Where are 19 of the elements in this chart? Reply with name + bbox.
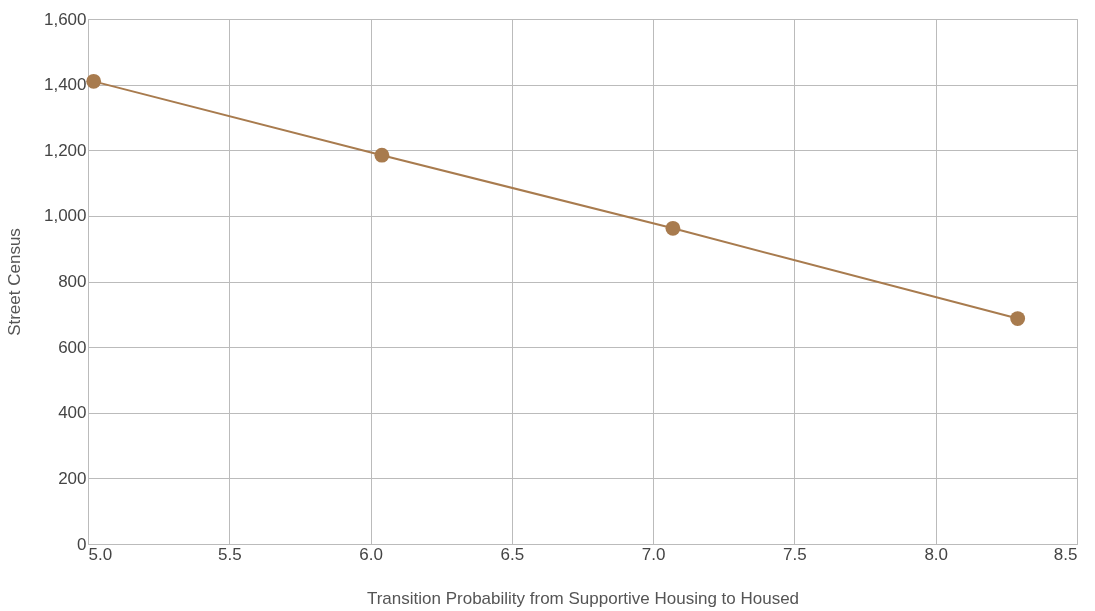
x-tick-label: 5.5 <box>217 544 242 564</box>
y-tick-label: 200 <box>58 468 87 488</box>
y-tick-label: 1,000 <box>43 206 87 226</box>
y-tick-label: 1,600 <box>43 9 87 29</box>
x-tick-label: 5.0 <box>88 544 113 564</box>
y-tick-label: 1,400 <box>43 75 87 95</box>
y-tick-label: 600 <box>58 337 87 357</box>
y-tick-label: 1,200 <box>43 140 87 160</box>
x-tick-label: 6.0 <box>359 544 383 564</box>
y-tick-label: 0 <box>77 534 87 554</box>
y-tick-label: 400 <box>58 403 87 423</box>
y-axis-title: Street Census <box>4 228 24 336</box>
x-tick-label: 6.5 <box>500 544 525 564</box>
x-tick-label: 8.5 <box>1053 544 1078 564</box>
x-tick-label: 7.5 <box>783 544 807 564</box>
x-tick-label: 7.0 <box>641 544 666 564</box>
x-axis-title: Transition Probability from Supportive Housing to Housed <box>366 588 800 608</box>
x-tick-label: 8.0 <box>924 544 949 564</box>
y-tick-label: 800 <box>58 272 87 291</box>
